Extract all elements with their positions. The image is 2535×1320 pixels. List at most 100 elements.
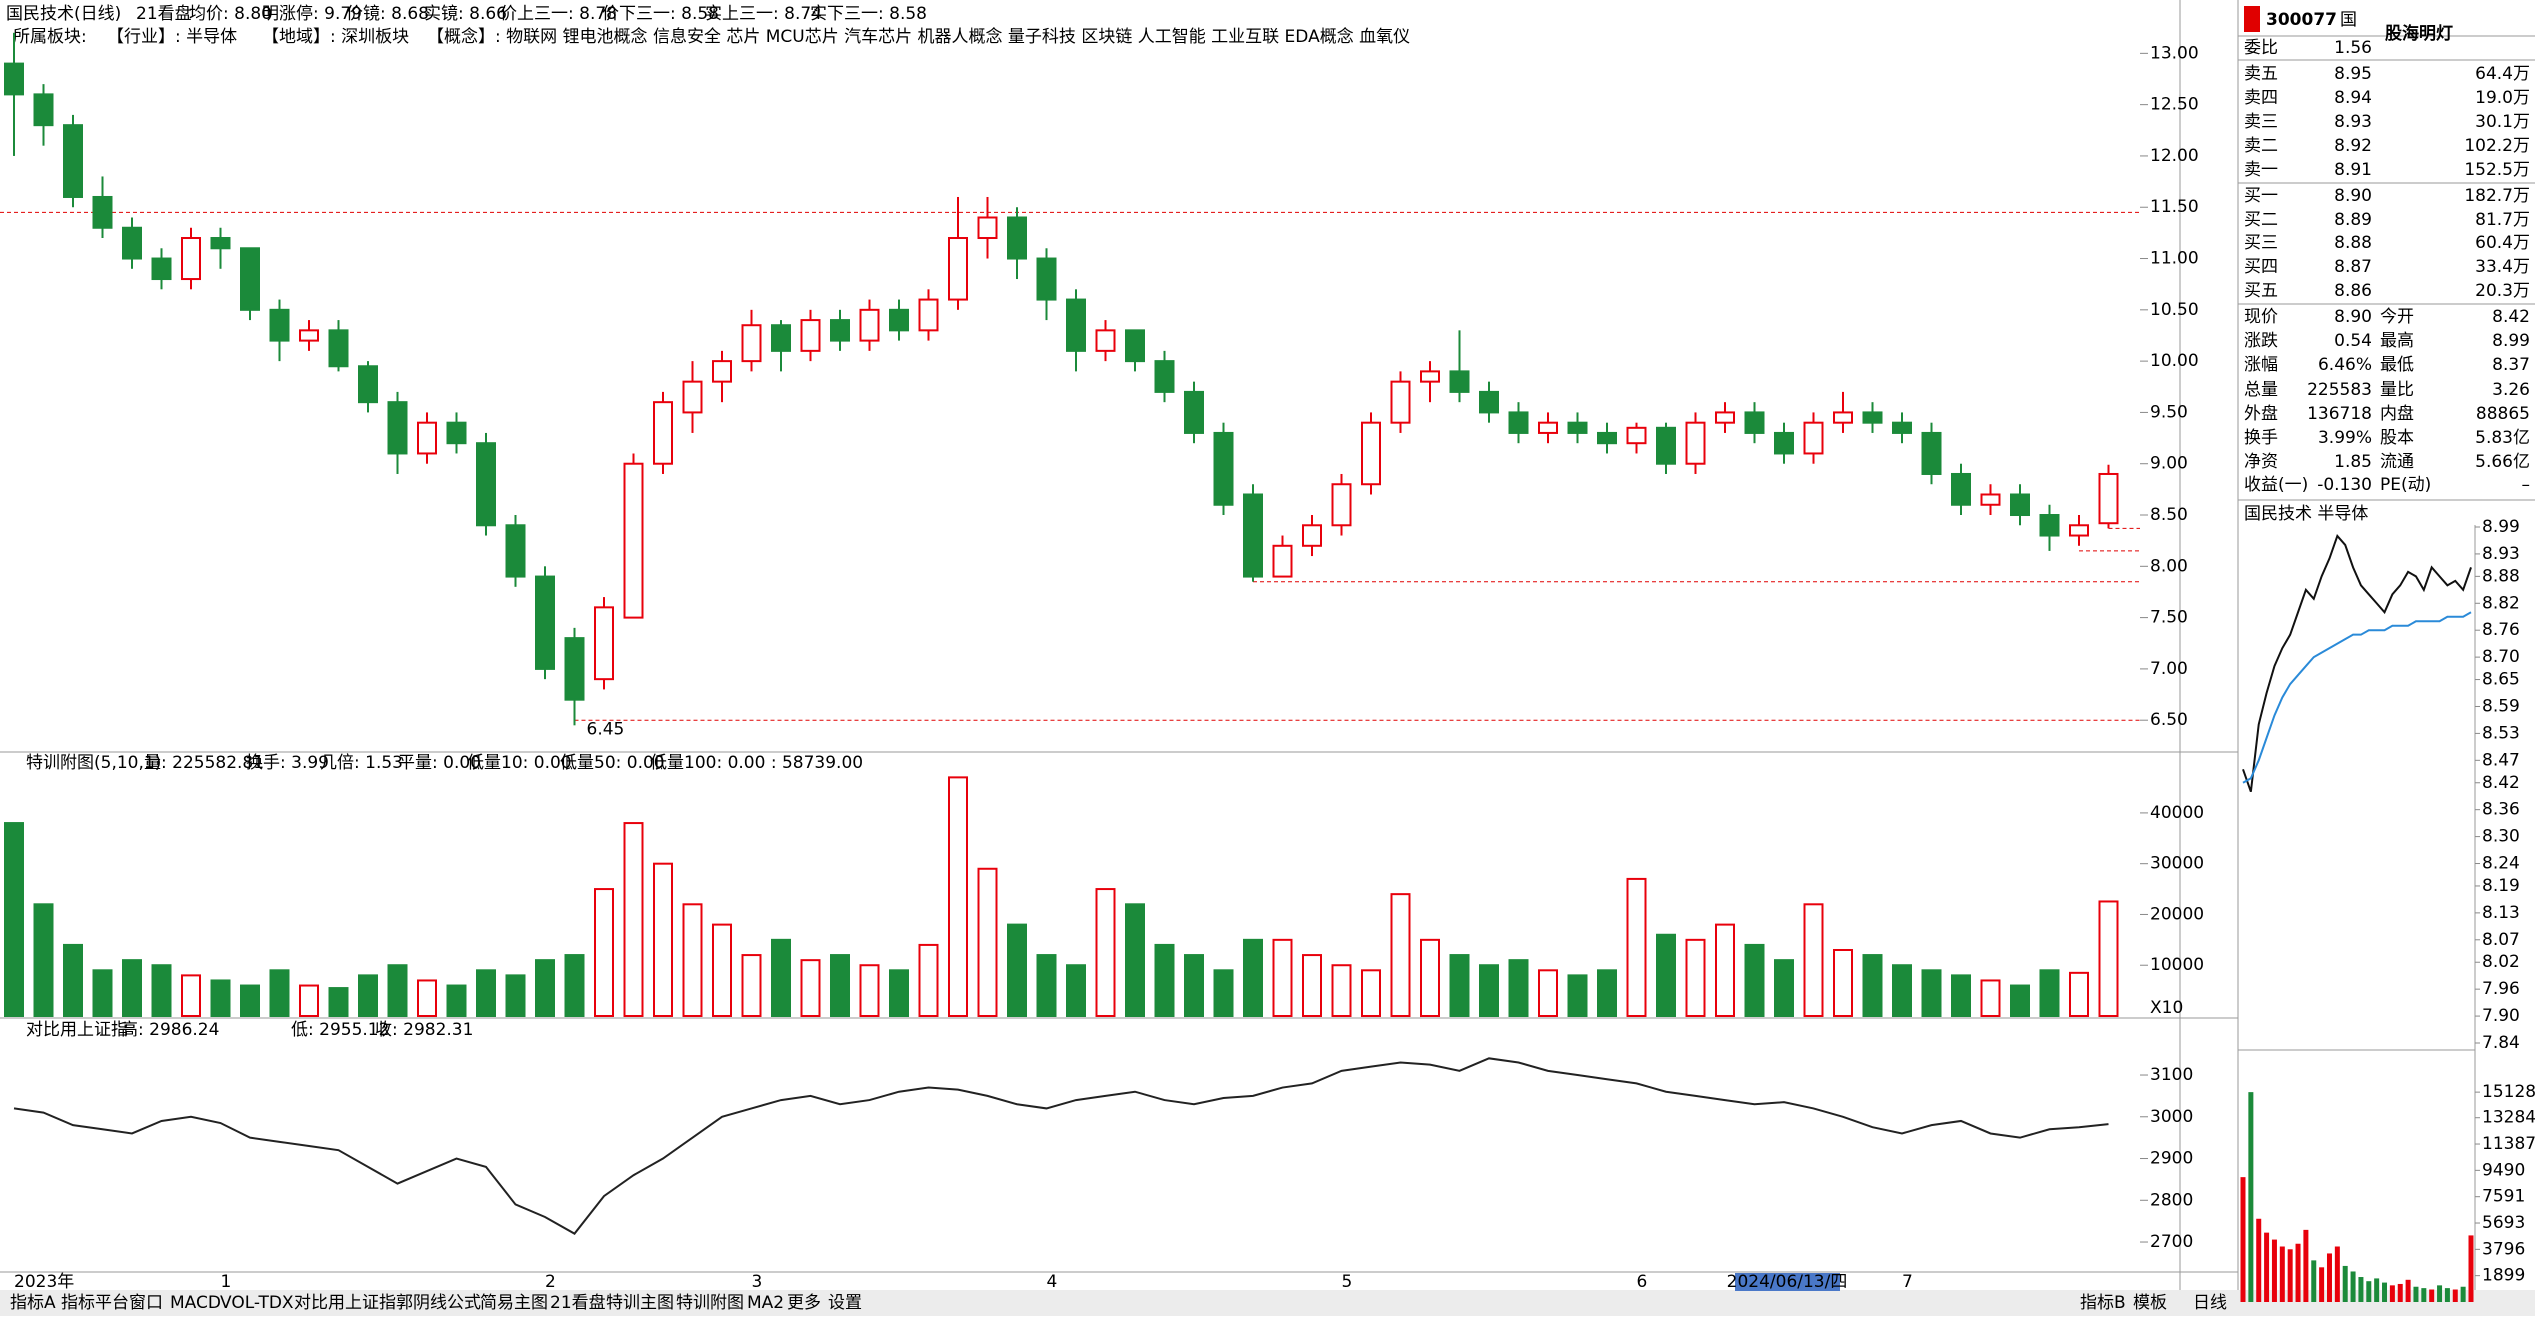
volume-bar	[1744, 943, 1765, 1018]
volume-bar	[417, 979, 437, 1018]
tab[interactable]: 模板	[2133, 1293, 2167, 1313]
intraday-volume	[2240, 1177, 2246, 1302]
candle-body	[1243, 493, 1263, 578]
candle-body	[417, 421, 437, 455]
book-volume: 33.4万	[2475, 257, 2530, 277]
tab[interactable]: 对比用上证指	[294, 1293, 396, 1313]
tab[interactable]: 日线	[2193, 1293, 2227, 1313]
y-tick-label: 7591	[2482, 1187, 2525, 1207]
candle-body	[299, 329, 319, 342]
candle-body	[712, 360, 732, 383]
watermark: 股海明灯	[2385, 23, 2453, 44]
volume-bar	[240, 984, 260, 1018]
candle-body	[1921, 431, 1942, 475]
volume-bar	[269, 969, 290, 1017]
intraday-volume	[2413, 1286, 2419, 1302]
intraday-line	[2242, 611, 2472, 784]
candle-body	[1125, 329, 1145, 363]
tab[interactable]: 21看盘	[550, 1293, 606, 1313]
intraday-volume	[2319, 1267, 2325, 1302]
x-tick-label: 7	[1902, 1272, 1913, 1292]
volume-bar	[1095, 888, 1116, 1018]
sector-item: 【地域】: 深圳板块	[262, 27, 409, 47]
volume-bar	[476, 969, 496, 1017]
y-tick-label: 8.07	[2482, 930, 2520, 950]
stat-label: 总量	[2244, 380, 2278, 400]
intraday-volume	[2295, 1243, 2301, 1302]
tab[interactable]: 指标平台	[61, 1293, 129, 1313]
candle-body	[387, 401, 408, 455]
y-tick-label: 13284	[2482, 1108, 2535, 1128]
y-tick-label: 8.30	[2482, 827, 2520, 847]
book-volume: 64.4万	[2475, 64, 2530, 84]
tab[interactable]: 指标B	[2080, 1293, 2126, 1313]
x-tick-label: 4	[1047, 1272, 1058, 1292]
y-tick-label: 11387	[2482, 1134, 2535, 1154]
tab[interactable]: 窗口	[129, 1293, 163, 1313]
stat-value: 5.66亿	[2475, 452, 2530, 472]
candle-body	[1715, 411, 1735, 424]
volume-bar	[1597, 969, 1617, 1017]
stat-label: 量比	[2380, 380, 2414, 400]
volume-bar	[1803, 903, 1824, 1017]
y-tick-label: 15128	[2482, 1082, 2535, 1102]
y-tick-label: 30000	[2150, 854, 2204, 874]
volume-bar	[830, 954, 850, 1018]
header-item: 实上三一: 8.74	[705, 4, 822, 24]
tab[interactable]: 更多	[787, 1293, 821, 1313]
candle-body	[1154, 360, 1175, 393]
volume-bar	[1007, 923, 1027, 1018]
y-tick-label: 20000	[2150, 904, 2204, 924]
tab[interactable]: VOL-TDX	[220, 1293, 294, 1313]
volume-bar	[1685, 938, 1706, 1017]
volume-bar	[594, 888, 614, 1018]
intraday-volume	[2452, 1289, 2458, 1302]
tab[interactable]: 指标A	[10, 1293, 56, 1313]
intraday-volume	[2303, 1229, 2309, 1302]
volume-bar	[800, 959, 821, 1017]
tab[interactable]: 特训附图	[676, 1293, 744, 1313]
tab[interactable]: 特训主图	[606, 1293, 674, 1313]
intraday-line	[2242, 534, 2472, 793]
candle-body	[1833, 411, 1853, 424]
candle-body	[1626, 426, 1647, 445]
stat-label: 股本	[2380, 428, 2414, 448]
candle-body	[446, 421, 467, 445]
volume-bar	[1921, 969, 1942, 1017]
stat-label: PE(动)	[2380, 475, 2431, 495]
index-header: 收: 2982.31	[375, 1020, 473, 1040]
candle-body	[682, 380, 703, 414]
candle-body	[859, 308, 880, 342]
y-tick-label: 8.88	[2482, 566, 2520, 586]
tab[interactable]: MA2	[747, 1293, 784, 1313]
volume-bar	[1980, 979, 2001, 1018]
tab[interactable]: MACD	[170, 1293, 221, 1313]
intraday-volume	[2248, 1092, 2254, 1302]
tab[interactable]: 设置	[828, 1293, 862, 1313]
y-tick-label: 8.47	[2482, 750, 2520, 770]
stat-label: 涨幅	[2244, 355, 2278, 375]
stat-value: 8.42	[2492, 307, 2530, 327]
volume-bar	[1774, 959, 1794, 1017]
candle-body	[948, 237, 968, 301]
y-tick-label: 1899	[2482, 1266, 2525, 1286]
candle-body	[358, 365, 378, 404]
tab[interactable]: 郭阴线公式	[396, 1293, 481, 1313]
volume-bar	[446, 984, 467, 1018]
y-tick-label: 8.19	[2482, 876, 2520, 896]
volume-header: 低量10: 0.00	[467, 753, 572, 773]
y-tick-label: 2900	[2150, 1149, 2193, 1169]
y-tick-label: 8.50	[2150, 505, 2188, 525]
volume-bar	[2039, 969, 2060, 1017]
mini-title: 国民技术 半导体	[2244, 504, 2368, 524]
tab[interactable]: 简易主图	[480, 1293, 548, 1313]
intraday-volume	[2397, 1283, 2403, 1302]
market-badge	[2244, 6, 2260, 32]
intraday-volume	[2382, 1282, 2388, 1302]
x-tick-label: 5	[1342, 1272, 1353, 1292]
candle-body	[771, 324, 791, 352]
candle-body	[1862, 411, 1883, 424]
stat-value: 8.90	[2334, 307, 2372, 327]
header-item: 价下三一: 8.58	[602, 4, 719, 24]
